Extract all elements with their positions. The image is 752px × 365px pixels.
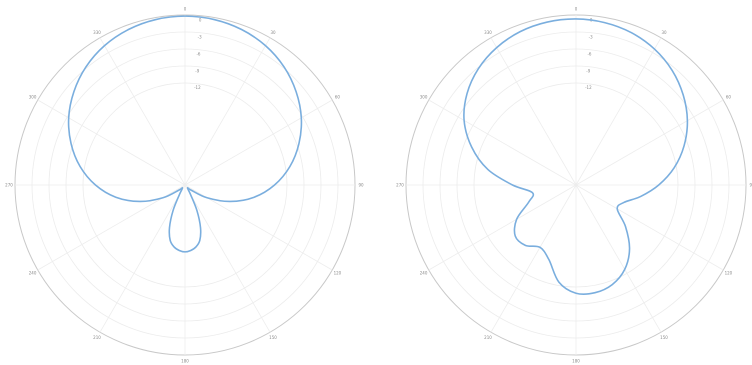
angle-tick-label: 270 [396, 183, 404, 188]
angle-tick-label: 120 [725, 271, 733, 276]
angle-tick-label: 300 [29, 95, 37, 100]
radial-tick-label: -12 [194, 85, 201, 90]
radial-tick-label: -9 [586, 68, 590, 73]
angle-tick-label: 330 [484, 30, 492, 35]
grid-spoke [184, 37, 271, 186]
angle-tick-label: 240 [420, 271, 428, 276]
angle-tick-label: 90 [358, 183, 364, 188]
angle-tick-label: 150 [269, 335, 277, 340]
angle-tick-label: 180 [572, 359, 580, 364]
angle-tick-label: 60 [726, 95, 732, 100]
angle-tick-label: 330 [93, 30, 101, 35]
radial-tick-label: -3 [589, 34, 593, 39]
grid-spoke [184, 99, 333, 186]
grid-spoke [428, 99, 577, 186]
grid-spoke [99, 184, 186, 333]
grid-spoke [99, 37, 186, 186]
angle-tick-label: 90 [749, 183, 752, 188]
radial-tick-label: -9 [195, 68, 199, 73]
angle-tick-label: 210 [484, 335, 492, 340]
radial-tick-label: -6 [587, 51, 591, 56]
radial-tick-label: 0 [199, 17, 202, 22]
grid-spoke [575, 184, 724, 271]
polar-chart-left: 0 30 60 90 120 150 180 210 240 270 300 330 0 -3 -6 -9 -1… [5, 7, 364, 364]
angle-tick-label: 60 [335, 95, 341, 100]
grid-spoke [428, 184, 577, 271]
grid-spoke [575, 184, 662, 333]
angle-tick-label: 30 [661, 30, 667, 35]
radial-tick-label: -3 [198, 34, 202, 39]
polar-chart-right: 03060901201501802102402703003300-3-6-9-1… [396, 7, 752, 364]
angle-tick-label: 150 [660, 335, 668, 340]
angle-tick-label: 240 [29, 271, 37, 276]
grid-spoke [490, 184, 577, 333]
grid-spoke [490, 37, 577, 186]
series-line [463, 18, 689, 296]
grid-spoke [575, 99, 724, 186]
angle-tick-label: 0 [184, 7, 187, 12]
grid-spoke [184, 184, 271, 333]
angle-tick-label: 300 [420, 95, 428, 100]
grid-spoke [37, 99, 186, 186]
angle-tick-label: 270 [5, 183, 13, 188]
angle-tick-label: 120 [334, 271, 342, 276]
angle-tick-label: 0 [575, 7, 578, 12]
grid-spoke [575, 37, 662, 186]
angle-tick-label: 180 [181, 359, 189, 364]
series-line [67, 15, 303, 253]
radial-tick-label: -12 [585, 85, 592, 90]
radial-tick-label: -6 [196, 51, 200, 56]
angle-tick-label: 210 [93, 335, 101, 340]
angle-tick-label: 30 [270, 30, 276, 35]
